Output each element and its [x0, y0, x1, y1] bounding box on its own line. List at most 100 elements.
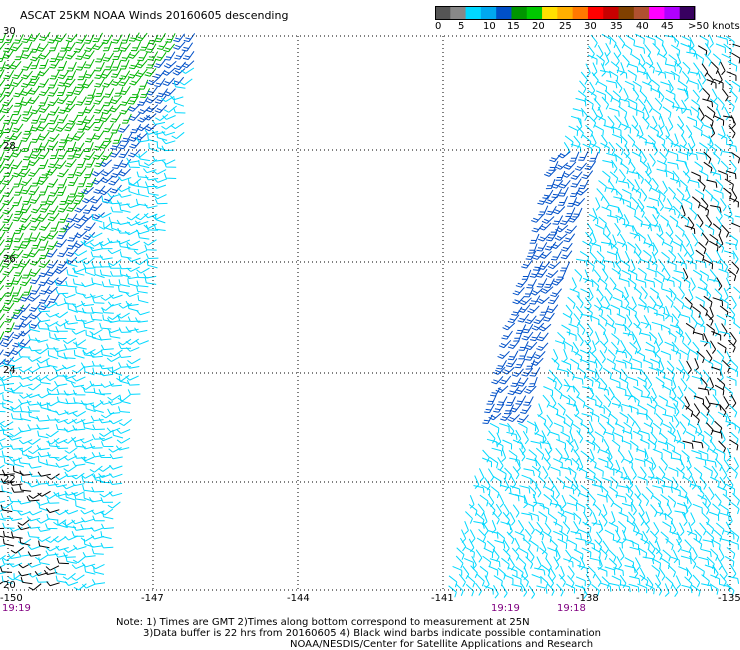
- wind-barb: [709, 306, 714, 321]
- wind-barb: [508, 492, 520, 502]
- wind-barb: [56, 229, 68, 240]
- wind-barb: [681, 276, 691, 289]
- wind-barb: [664, 583, 670, 597]
- wind-barb: [146, 58, 157, 69]
- wind-barb: [577, 332, 584, 347]
- wind-barb: [486, 438, 498, 448]
- wind-barb: [719, 297, 729, 309]
- wind-barb: [152, 156, 166, 162]
- wind-barb: [1, 558, 15, 565]
- wind-barb: [84, 566, 96, 575]
- wind-barb: [154, 78, 166, 88]
- wind-barb: [547, 547, 558, 557]
- wind-barb: [93, 474, 106, 483]
- wind-barb: [3, 141, 15, 152]
- wind-barb: [703, 258, 714, 270]
- wind-barb: [551, 251, 562, 261]
- wind-barb: [682, 368, 690, 382]
- wind-barb: [528, 376, 538, 388]
- wind-barb: [0, 79, 6, 88]
- wind-barb: [30, 133, 42, 143]
- wind-barb: [699, 522, 707, 536]
- wind-barb: [83, 538, 95, 548]
- wind-barb: [49, 221, 60, 232]
- wind-barb: [591, 484, 604, 493]
- wind-barb: [599, 449, 610, 460]
- wind-barb: [728, 366, 739, 377]
- wind-barb: [647, 476, 660, 485]
- wind-barb: [627, 241, 636, 254]
- wind-barb: [57, 77, 69, 87]
- wind-barb: [553, 485, 560, 499]
- wind-barb: [10, 160, 23, 170]
- wind-barb: [89, 241, 104, 247]
- wind-barb: [135, 229, 150, 235]
- wind-barb: [81, 195, 95, 204]
- wind-barb: [45, 565, 60, 571]
- wind-barb: [470, 565, 478, 579]
- wind-barb: [580, 71, 588, 85]
- wind-barb: [534, 484, 542, 498]
- wind-barb: [497, 468, 507, 480]
- wind-barb: [26, 400, 40, 406]
- wind-barb: [13, 304, 25, 314]
- wind-barb: [499, 423, 510, 432]
- wind-barb: [18, 351, 31, 358]
- lat-label-22: 22: [3, 474, 16, 485]
- wind-barb: [111, 34, 123, 44]
- wind-barb: [699, 270, 709, 282]
- wind-barb: [92, 515, 105, 522]
- wind-barb: [13, 232, 24, 243]
- wind-barb: [22, 105, 33, 116]
- wind-barb: [650, 457, 657, 471]
- pass-time-left: 19:19: [2, 603, 31, 614]
- wind-barb: [22, 268, 32, 279]
- wind-barb: [71, 480, 85, 487]
- wind-barb: [490, 486, 500, 499]
- wind-barb: [17, 499, 31, 505]
- wind-barb: [91, 451, 105, 458]
- wind-speed-legend: [435, 5, 700, 24]
- wind-barb: [649, 530, 658, 544]
- wind-barb: [93, 104, 105, 114]
- wind-barb: [90, 314, 103, 321]
- wind-barb: [85, 403, 96, 413]
- wind-barb: [676, 531, 683, 546]
- wind-barb: [560, 565, 565, 580]
- legend-swatch: [618, 6, 635, 20]
- wind-barb: [572, 108, 584, 117]
- wind-barb: [633, 522, 640, 536]
- wind-barb: [688, 80, 699, 90]
- wind-barb: [62, 337, 77, 345]
- wind-barb: [708, 135, 714, 149]
- wind-barb: [36, 424, 50, 430]
- wind-barb: [118, 419, 133, 426]
- wind-barb: [542, 465, 549, 480]
- wind-barb: [536, 296, 550, 305]
- wind-barb: [621, 502, 633, 512]
- wind-barb: [609, 413, 618, 426]
- wind-barb: [647, 438, 657, 451]
- wind-barb: [57, 519, 68, 529]
- wind-barb: [522, 430, 529, 445]
- wind-barb: [99, 477, 112, 484]
- wind-barb: [630, 394, 640, 407]
- legend-label-25: 25: [559, 21, 572, 32]
- wind-barb: [119, 395, 131, 405]
- wind-barb: [0, 304, 6, 314]
- wind-barb: [726, 583, 735, 596]
- wind-barb: [721, 224, 730, 238]
- wind-barb: [537, 414, 547, 426]
- wind-barb: [536, 585, 548, 594]
- wind-barb: [73, 583, 87, 591]
- wind-barb: [48, 187, 60, 197]
- wind-barb: [695, 456, 707, 466]
- wind-barb: [45, 550, 59, 556]
- wind-barb: [706, 323, 715, 336]
- wind-barb: [45, 430, 59, 438]
- wind-barb: [38, 185, 49, 196]
- wind-barb: [76, 115, 87, 126]
- wind-barb: [546, 414, 553, 428]
- wind-barb: [648, 259, 658, 271]
- wind-barb: [695, 52, 705, 65]
